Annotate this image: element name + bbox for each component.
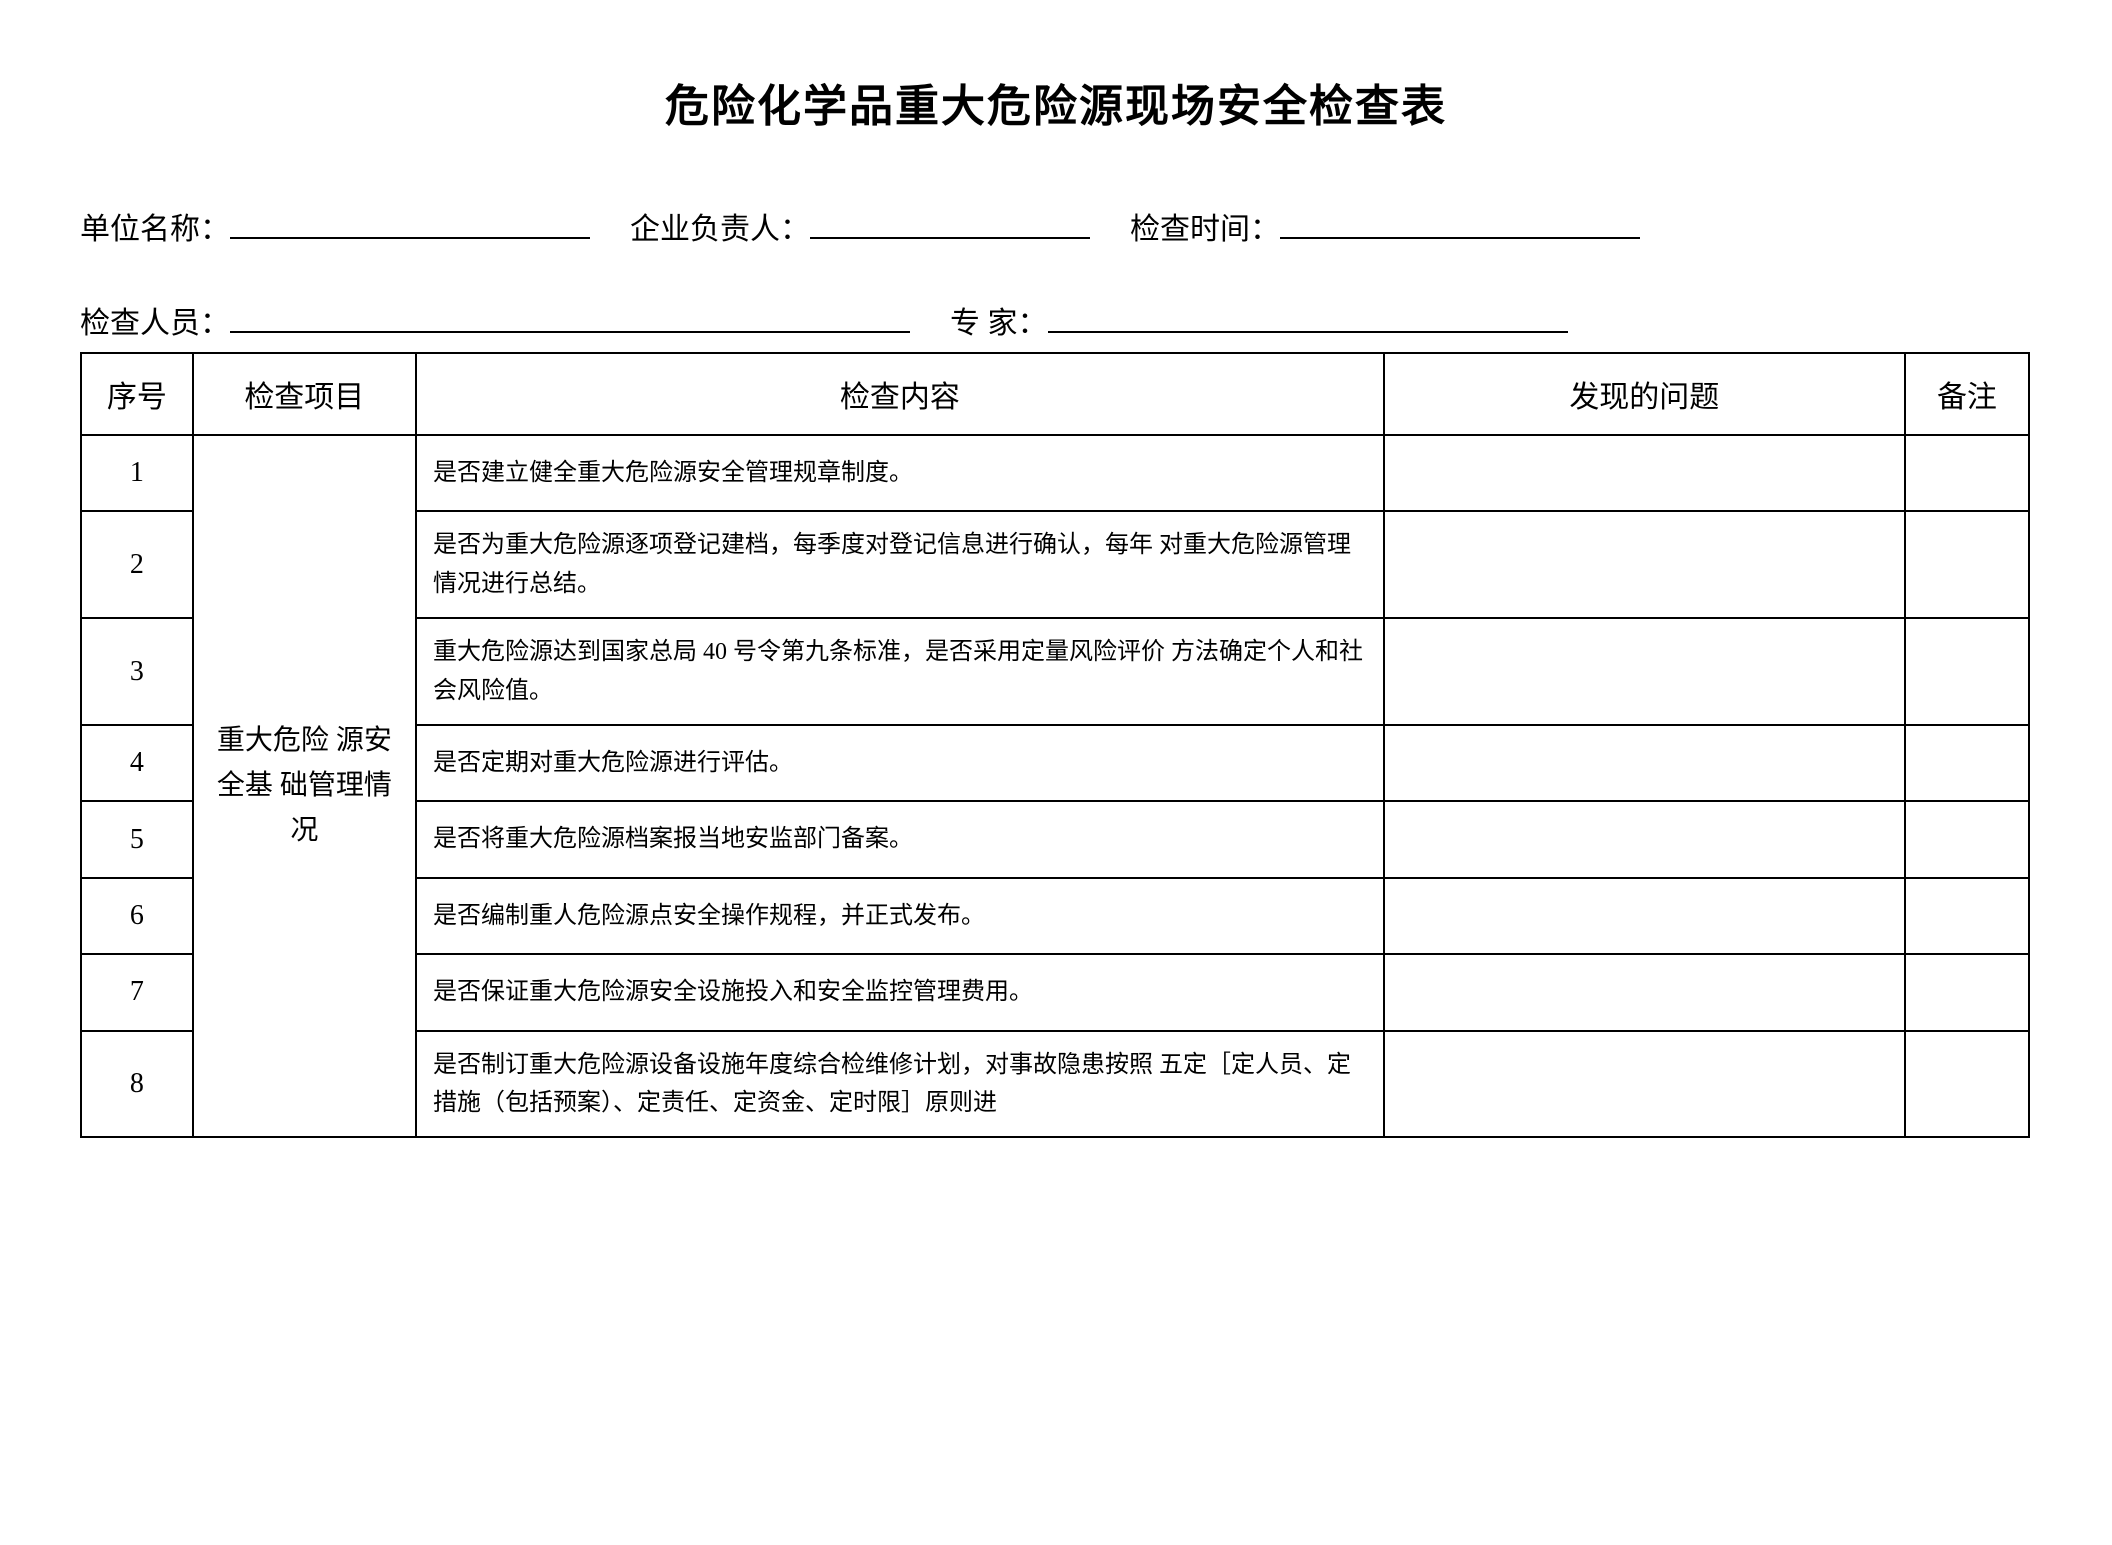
cell-seq: 6 (81, 878, 193, 954)
field-experts[interactable] (1048, 303, 1568, 333)
info-row-1: 单位名称： 企业负责人： 检查时间： (80, 204, 2032, 248)
label-inspectors: 检查人员： (80, 298, 230, 342)
field-company-head[interactable] (810, 209, 1090, 239)
cell-content: 是否建立健全重大危险源安全管理规章制度。 (416, 435, 1384, 511)
field-unit-name[interactable] (230, 209, 590, 239)
cell-seq: 2 (81, 511, 193, 618)
label-unit-name: 单位名称： (80, 204, 230, 248)
header-note: 备注 (1905, 353, 2029, 435)
cell-seq: 4 (81, 725, 193, 801)
cell-note[interactable] (1905, 725, 2029, 801)
table-row: 1 重大危险 源安全基 础管理情况 是否建立健全重大危险源安全管理规章制度。 (81, 435, 2029, 511)
field-inspectors[interactable] (230, 303, 910, 333)
cell-issue[interactable] (1384, 618, 1905, 725)
label-experts: 专 家： (950, 298, 1048, 342)
cell-content: 是否定期对重大危险源进行评估。 (416, 725, 1384, 801)
cell-note[interactable] (1905, 801, 2029, 877)
header-category: 检查项目 (193, 353, 416, 435)
cell-issue[interactable] (1384, 511, 1905, 618)
cell-issue[interactable] (1384, 878, 1905, 954)
info-row-2: 检查人员： 专 家： (80, 298, 2032, 342)
cell-issue[interactable] (1384, 954, 1905, 1030)
cell-seq: 5 (81, 801, 193, 877)
cell-content: 是否编制重人危险源点安全操作规程，并正式发布。 (416, 878, 1384, 954)
table-header-row: 序号 检查项目 检查内容 发现的问题 备注 (81, 353, 2029, 435)
cell-note[interactable] (1905, 878, 2029, 954)
cell-note[interactable] (1905, 435, 2029, 511)
cell-note[interactable] (1905, 511, 2029, 618)
cell-note[interactable] (1905, 618, 2029, 725)
cell-issue[interactable] (1384, 725, 1905, 801)
cell-seq: 3 (81, 618, 193, 725)
cell-content: 是否制订重大危险源设备设施年度综合检维修计划，对事故隐患按照 五定［定人员、定措… (416, 1031, 1384, 1138)
cell-issue[interactable] (1384, 801, 1905, 877)
label-company-head: 企业负责人： (630, 204, 810, 248)
cell-content: 是否将重大危险源档案报当地安监部门备案。 (416, 801, 1384, 877)
cell-issue[interactable] (1384, 1031, 1905, 1138)
cell-category: 重大危险 源安全基 础管理情况 (193, 435, 416, 1137)
cell-seq: 7 (81, 954, 193, 1030)
cell-issue[interactable] (1384, 435, 1905, 511)
header-seq: 序号 (81, 353, 193, 435)
cell-content: 是否为重大危险源逐项登记建档，每季度对登记信息进行确认，每年 对重大危险源管理情… (416, 511, 1384, 618)
header-content: 检查内容 (416, 353, 1384, 435)
header-issue: 发现的问题 (1384, 353, 1905, 435)
cell-seq: 8 (81, 1031, 193, 1138)
cell-content: 重大危险源达到国家总局 40 号令第九条标准，是否采用定量风险评价 方法确定个人… (416, 618, 1384, 725)
page-title: 危险化学品重大危险源现场安全检查表 (80, 70, 2032, 134)
cell-note[interactable] (1905, 1031, 2029, 1138)
cell-content: 是否保证重大危险源安全设施投入和安全监控管理费用。 (416, 954, 1384, 1030)
cell-seq: 1 (81, 435, 193, 511)
label-check-time: 检查时间： (1130, 204, 1280, 248)
field-check-time[interactable] (1280, 209, 1640, 239)
cell-note[interactable] (1905, 954, 2029, 1030)
inspection-table: 序号 检查项目 检查内容 发现的问题 备注 1 重大危险 源安全基 础管理情况 … (80, 352, 2030, 1138)
